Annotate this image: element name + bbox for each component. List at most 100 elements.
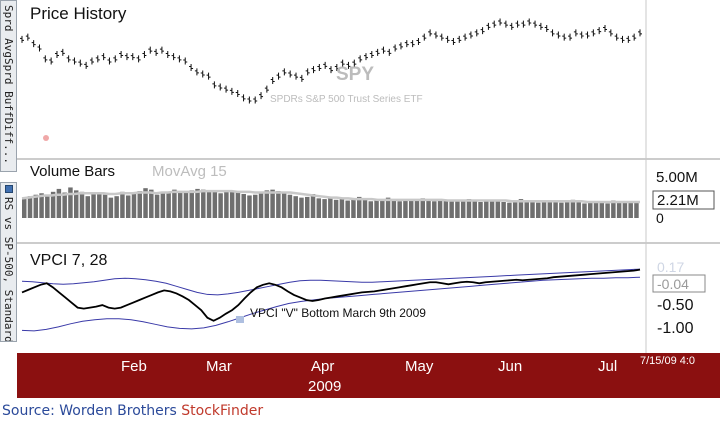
volume-bar: [310, 194, 316, 218]
price-bar: [451, 38, 456, 45]
price-bar: [194, 68, 199, 76]
price-bar: [463, 33, 468, 41]
price-bar: [323, 61, 328, 69]
volume-bar: [97, 192, 102, 218]
side-tab-sprd[interactable]: Sprd AvgSprd BuffDiff...: [0, 0, 17, 172]
price-bar: [154, 48, 159, 56]
price-bar: [247, 96, 252, 104]
price-bar: [183, 57, 188, 65]
volume-bar: [605, 203, 610, 218]
price-bar: [212, 81, 217, 89]
price-bar: [66, 55, 71, 63]
volume-bar: [460, 199, 466, 218]
price-bar: [25, 33, 30, 41]
volume-bar: [131, 194, 137, 218]
price-bar: [305, 68, 310, 76]
volume-bar: [154, 194, 160, 218]
volume-bar: [397, 201, 402, 218]
volume-bar: [305, 196, 310, 218]
volume-bar: [530, 202, 535, 218]
volume-bar: [333, 199, 339, 218]
volume-bar: [160, 193, 166, 218]
volume-bar: [524, 201, 529, 218]
price-bar: [200, 70, 205, 78]
price-bar: [177, 55, 182, 63]
volume-bar: [218, 193, 223, 218]
volume-bar: [276, 191, 281, 218]
price-bar: [410, 40, 415, 48]
price-bar: [445, 35, 450, 43]
price-bar: [37, 44, 42, 52]
volume-bar: [588, 201, 593, 218]
volume-bar: [501, 202, 506, 218]
side-tab-rs[interactable]: RS vs SP-500, Standard...: [0, 182, 17, 342]
volume-bar: [339, 198, 345, 218]
volume-bar: [299, 197, 304, 218]
source-caption: Source: Worden Brothers StockFinder: [2, 403, 263, 419]
symbol-description: SPDRs S&P 500 Trust Series ETF: [270, 94, 423, 105]
price-bar: [229, 87, 234, 95]
volume-bar: [287, 194, 293, 218]
panel-marker-icon: [5, 185, 13, 193]
volume-bar: [559, 202, 564, 218]
price-bar: [404, 40, 409, 48]
volume-bar: [374, 200, 379, 218]
price-bar: [288, 70, 293, 78]
volume-overlay-label: MovAvg 15: [152, 163, 227, 180]
price-bar: [474, 29, 479, 37]
volume-bar: [466, 199, 472, 218]
price-bar: [638, 29, 642, 37]
volume-bar: [495, 201, 501, 218]
price-bar: [503, 20, 508, 28]
vpci-annotation: VPCI "V" Bottom March 9th 2009: [250, 306, 426, 320]
price-bar: [148, 46, 153, 54]
source-prefix: Source: Worden Brothers: [2, 403, 177, 419]
price-bar: [585, 31, 590, 39]
volume-bar: [125, 195, 131, 218]
price-bar: [369, 51, 374, 58]
price-bar: [620, 35, 625, 43]
price-bar: [387, 48, 392, 56]
price-bar: [416, 38, 421, 45]
price-bar: [54, 51, 59, 58]
time-axis-apr: Apr: [311, 358, 334, 375]
volume-bar: [253, 194, 258, 218]
price-bar: [171, 53, 176, 61]
price-bar: [515, 20, 520, 28]
price-bar: [573, 29, 578, 37]
price-bar: [422, 33, 427, 41]
volume-panel: [21, 187, 640, 218]
price-bar: [538, 22, 543, 30]
price-bar: [124, 53, 129, 61]
price-bar: [352, 59, 357, 67]
price-bar: [31, 40, 36, 48]
volume-bar: [45, 195, 50, 218]
vpci-panel: [21, 268, 641, 332]
volume-bar: [91, 194, 96, 218]
volume-bar: [541, 201, 547, 218]
volume-bar: [177, 191, 183, 218]
volume-current-value: 2.21M: [657, 192, 699, 209]
volume-bar: [553, 202, 558, 218]
time-axis-mar: Mar: [206, 358, 232, 375]
annotation-marker[interactable]: [236, 316, 244, 323]
price-bar: [358, 55, 363, 63]
price-bar: [294, 72, 299, 80]
price-bar: [562, 33, 567, 41]
volume-bar: [484, 200, 489, 218]
price-bar: [241, 94, 246, 102]
price-bar: [533, 20, 538, 28]
volume-bar: [570, 199, 576, 218]
volume-bar: [478, 202, 483, 218]
price-bar: [439, 33, 444, 41]
price-bar: [608, 29, 613, 37]
volume-bar: [56, 188, 62, 218]
volume-bar: [22, 197, 27, 218]
vpci-current-value: -0.04: [657, 276, 689, 292]
price-bar: [264, 85, 269, 93]
volume-bar: [351, 199, 356, 218]
time-axis-jun: Jun: [498, 358, 522, 375]
price-bar: [340, 59, 345, 67]
price-bar: [375, 48, 380, 56]
